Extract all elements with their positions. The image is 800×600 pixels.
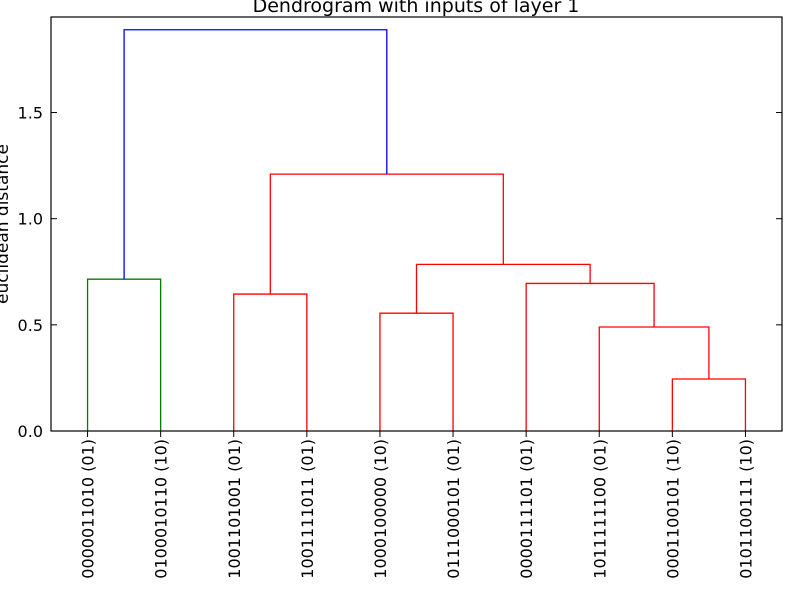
x-ticks: 0000011010 (01) 0100010110 (10) 1001101001… — [79, 431, 755, 579]
dendrogram-link — [415, 263, 591, 314]
dendrogram-link — [379, 312, 454, 431]
leaf-label: 1011111100 (01) — [590, 439, 609, 579]
leaf-label: 0000111101 (01) — [517, 439, 536, 579]
dendrogram-link — [269, 173, 504, 295]
y-tick-label: 0.5 — [18, 316, 43, 335]
leaf-label: 0101100111 (10) — [736, 439, 755, 579]
dendrogram-link — [123, 29, 388, 280]
y-tick-label: 0.0 — [18, 422, 43, 441]
links-layer — [86, 29, 747, 431]
y-ticks: 0.0 0.5 1.0 1.5 — [18, 104, 782, 441]
plot-frame — [50, 16, 783, 432]
leaf-label: 0000011010 (01) — [79, 439, 98, 579]
y-axis-label: euclidean distance — [0, 144, 13, 304]
chart-title: Dendrogram with inputs of layer 1 — [253, 0, 580, 17]
leaf-label: 0111000101 (01) — [444, 439, 463, 579]
y-tick-label: 1.5 — [18, 104, 43, 123]
y-tick-label: 1.0 — [18, 210, 43, 229]
dendrogram-link — [86, 278, 162, 431]
dendrogram-link — [233, 293, 308, 431]
dendrogram-link — [525, 282, 655, 431]
dendrogram-link — [671, 378, 747, 431]
leaf-label: 1000100000 (10) — [371, 439, 390, 579]
leaf-label: 1001111011 (01) — [298, 439, 317, 579]
leaf-label: 0100010110 (10) — [152, 439, 171, 579]
leaf-label: 1001101001 (01) — [225, 439, 244, 579]
leaf-label: 0001100101 (10) — [663, 439, 682, 579]
